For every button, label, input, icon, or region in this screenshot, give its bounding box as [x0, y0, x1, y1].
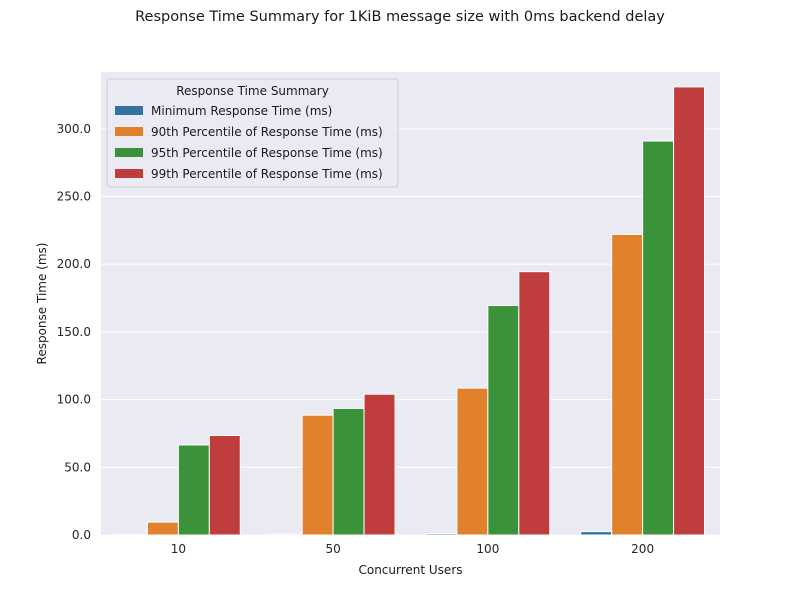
bar: [580, 531, 613, 536]
x-tick-label: 200: [631, 542, 654, 556]
y-axis-label: Response Time (ms): [35, 243, 49, 365]
legend-label: 99th Percentile of Response Time (ms): [151, 167, 383, 181]
legend-swatch: [115, 106, 143, 115]
y-tick-label: 50.0: [64, 460, 91, 474]
bars: [115, 86, 706, 536]
legend-swatch: [115, 127, 143, 136]
legend-swatch: [115, 169, 143, 178]
bar: [456, 387, 489, 536]
bar: [518, 271, 551, 536]
x-tick-label: 10: [171, 542, 186, 556]
legend-swatch: [115, 148, 143, 157]
legend-items: Minimum Response Time (ms) 90th Percentil…: [115, 104, 383, 181]
bar: [208, 434, 241, 536]
bar: [673, 86, 706, 536]
bar: [363, 393, 396, 536]
chart-title: Response Time Summary for 1KiB message s…: [135, 9, 665, 25]
y-tick-label: 200.0: [57, 257, 91, 271]
bar: [487, 305, 520, 536]
y-axis-ticks: 0.0 50.0 100.0 150.0 200.0 250.0 300.0: [57, 122, 91, 542]
x-tick-label: 50: [325, 542, 340, 556]
bar: [332, 407, 365, 536]
y-tick-label: 100.0: [57, 393, 91, 407]
bar: [611, 233, 644, 536]
x-tick-label: 100: [476, 542, 499, 556]
legend-label: Minimum Response Time (ms): [151, 104, 332, 118]
y-tick-label: 250.0: [57, 190, 91, 204]
legend-label: 90th Percentile of Response Time (ms): [151, 125, 383, 139]
legend: Response Time Summary Minimum Response T…: [106, 78, 399, 188]
x-axis-ticks: 10 50 100 200: [171, 542, 654, 556]
bar: [301, 414, 334, 536]
bar: [642, 140, 675, 536]
x-axis-label: Concurrent Users: [358, 563, 462, 577]
bar: [146, 521, 179, 536]
bar: [177, 444, 210, 536]
y-tick-label: 150.0: [57, 325, 91, 339]
legend-title: Response Time Summary: [176, 84, 329, 98]
legend-box: [106, 78, 399, 188]
bar: [270, 533, 303, 536]
bar: [425, 533, 458, 536]
y-tick-label: 300.0: [57, 122, 91, 136]
y-tick-label: 0.0: [72, 528, 91, 542]
legend-label: 95th Percentile of Response Time (ms): [151, 146, 383, 160]
